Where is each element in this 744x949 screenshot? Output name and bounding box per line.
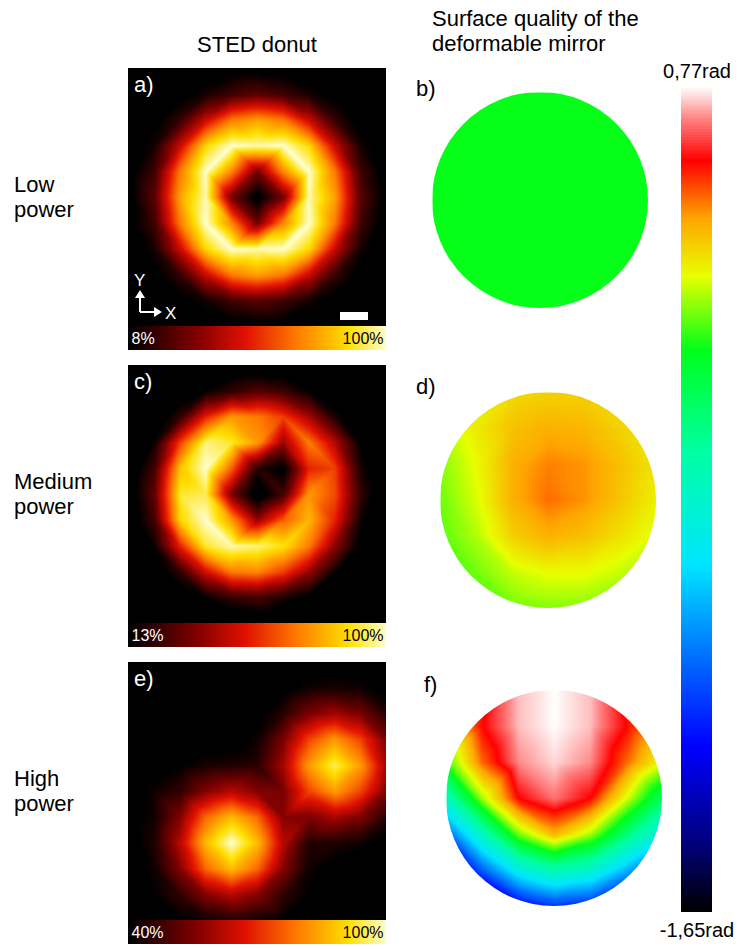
svg-text:100%: 100% <box>343 627 384 644</box>
html-text:f): f) <box>424 672 438 697</box>
svg-text:100%: 100% <box>343 330 384 347</box>
html-text:Medium power: Medium power <box>14 469 93 519</box>
svg-text:Y: Y <box>134 271 145 290</box>
svg-text:-1,65rad: -1,65rad <box>660 919 735 941</box>
html-text:High power: High power <box>14 766 74 816</box>
html-text:e): e) <box>134 666 154 691</box>
html-text:Surface quality of the deforma: Surface quality of the deformable mirror <box>432 6 639 56</box>
svg-text:0,77rad: 0,77rad <box>663 60 731 82</box>
html-text:c): c) <box>134 369 153 394</box>
svg-text:100%: 100% <box>343 924 384 941</box>
svg-text:8%: 8% <box>132 330 155 347</box>
html-text:a): a) <box>134 72 154 97</box>
svg-text:13%: 13% <box>132 627 164 644</box>
html-text:b): b) <box>416 76 436 101</box>
html-text:STED donut: STED donut <box>197 32 317 57</box>
svg-text:40%: 40% <box>132 924 164 941</box>
html-text:d): d) <box>416 374 436 399</box>
svg-text:X: X <box>165 304 176 323</box>
html-text:Low power: Low power <box>14 172 74 222</box>
